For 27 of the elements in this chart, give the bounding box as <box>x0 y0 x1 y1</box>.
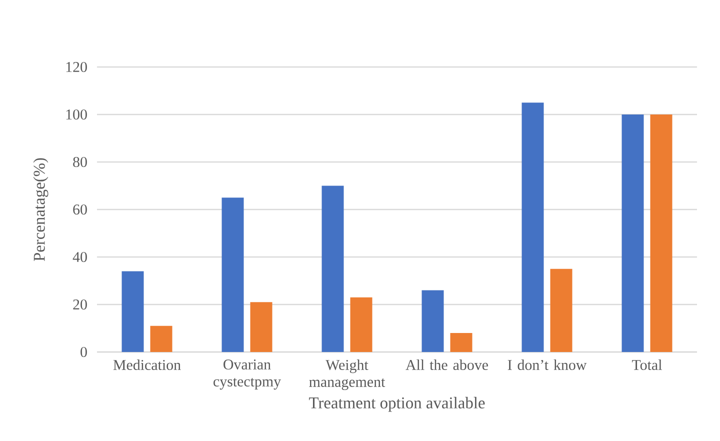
x-tick-label: Weight management <box>309 360 386 390</box>
x-tick-label: All the above <box>406 360 488 370</box>
bar <box>550 268 572 352</box>
bar <box>650 114 672 352</box>
bar <box>122 271 144 352</box>
y-tick-label: 80 <box>73 156 87 168</box>
y-tick-label: 40 <box>72 252 87 262</box>
x-tick-label: Medication <box>113 360 181 370</box>
bar <box>422 290 444 352</box>
bar <box>522 102 544 352</box>
bar <box>622 114 644 352</box>
x-tick-label: I don’t know <box>508 360 587 370</box>
x-tick-label: Ovarian cystectpmy <box>214 360 281 390</box>
y-axis-title: Percenatage(%) <box>33 158 48 262</box>
bar <box>222 198 244 352</box>
y-tick-label: 20 <box>73 299 87 310</box>
y-tick-label: 60 <box>73 204 87 215</box>
bar <box>150 326 172 352</box>
y-tick-label: 100 <box>66 109 87 120</box>
y-tick-label: 0 <box>80 346 87 358</box>
y-tick-label: 120 <box>66 62 87 72</box>
bar <box>450 333 472 352</box>
bar <box>250 302 272 352</box>
x-tick-label: Total <box>632 360 662 370</box>
bar <box>322 186 344 352</box>
x-axis-title: Treatment option available <box>309 396 485 412</box>
bar <box>350 297 372 352</box>
